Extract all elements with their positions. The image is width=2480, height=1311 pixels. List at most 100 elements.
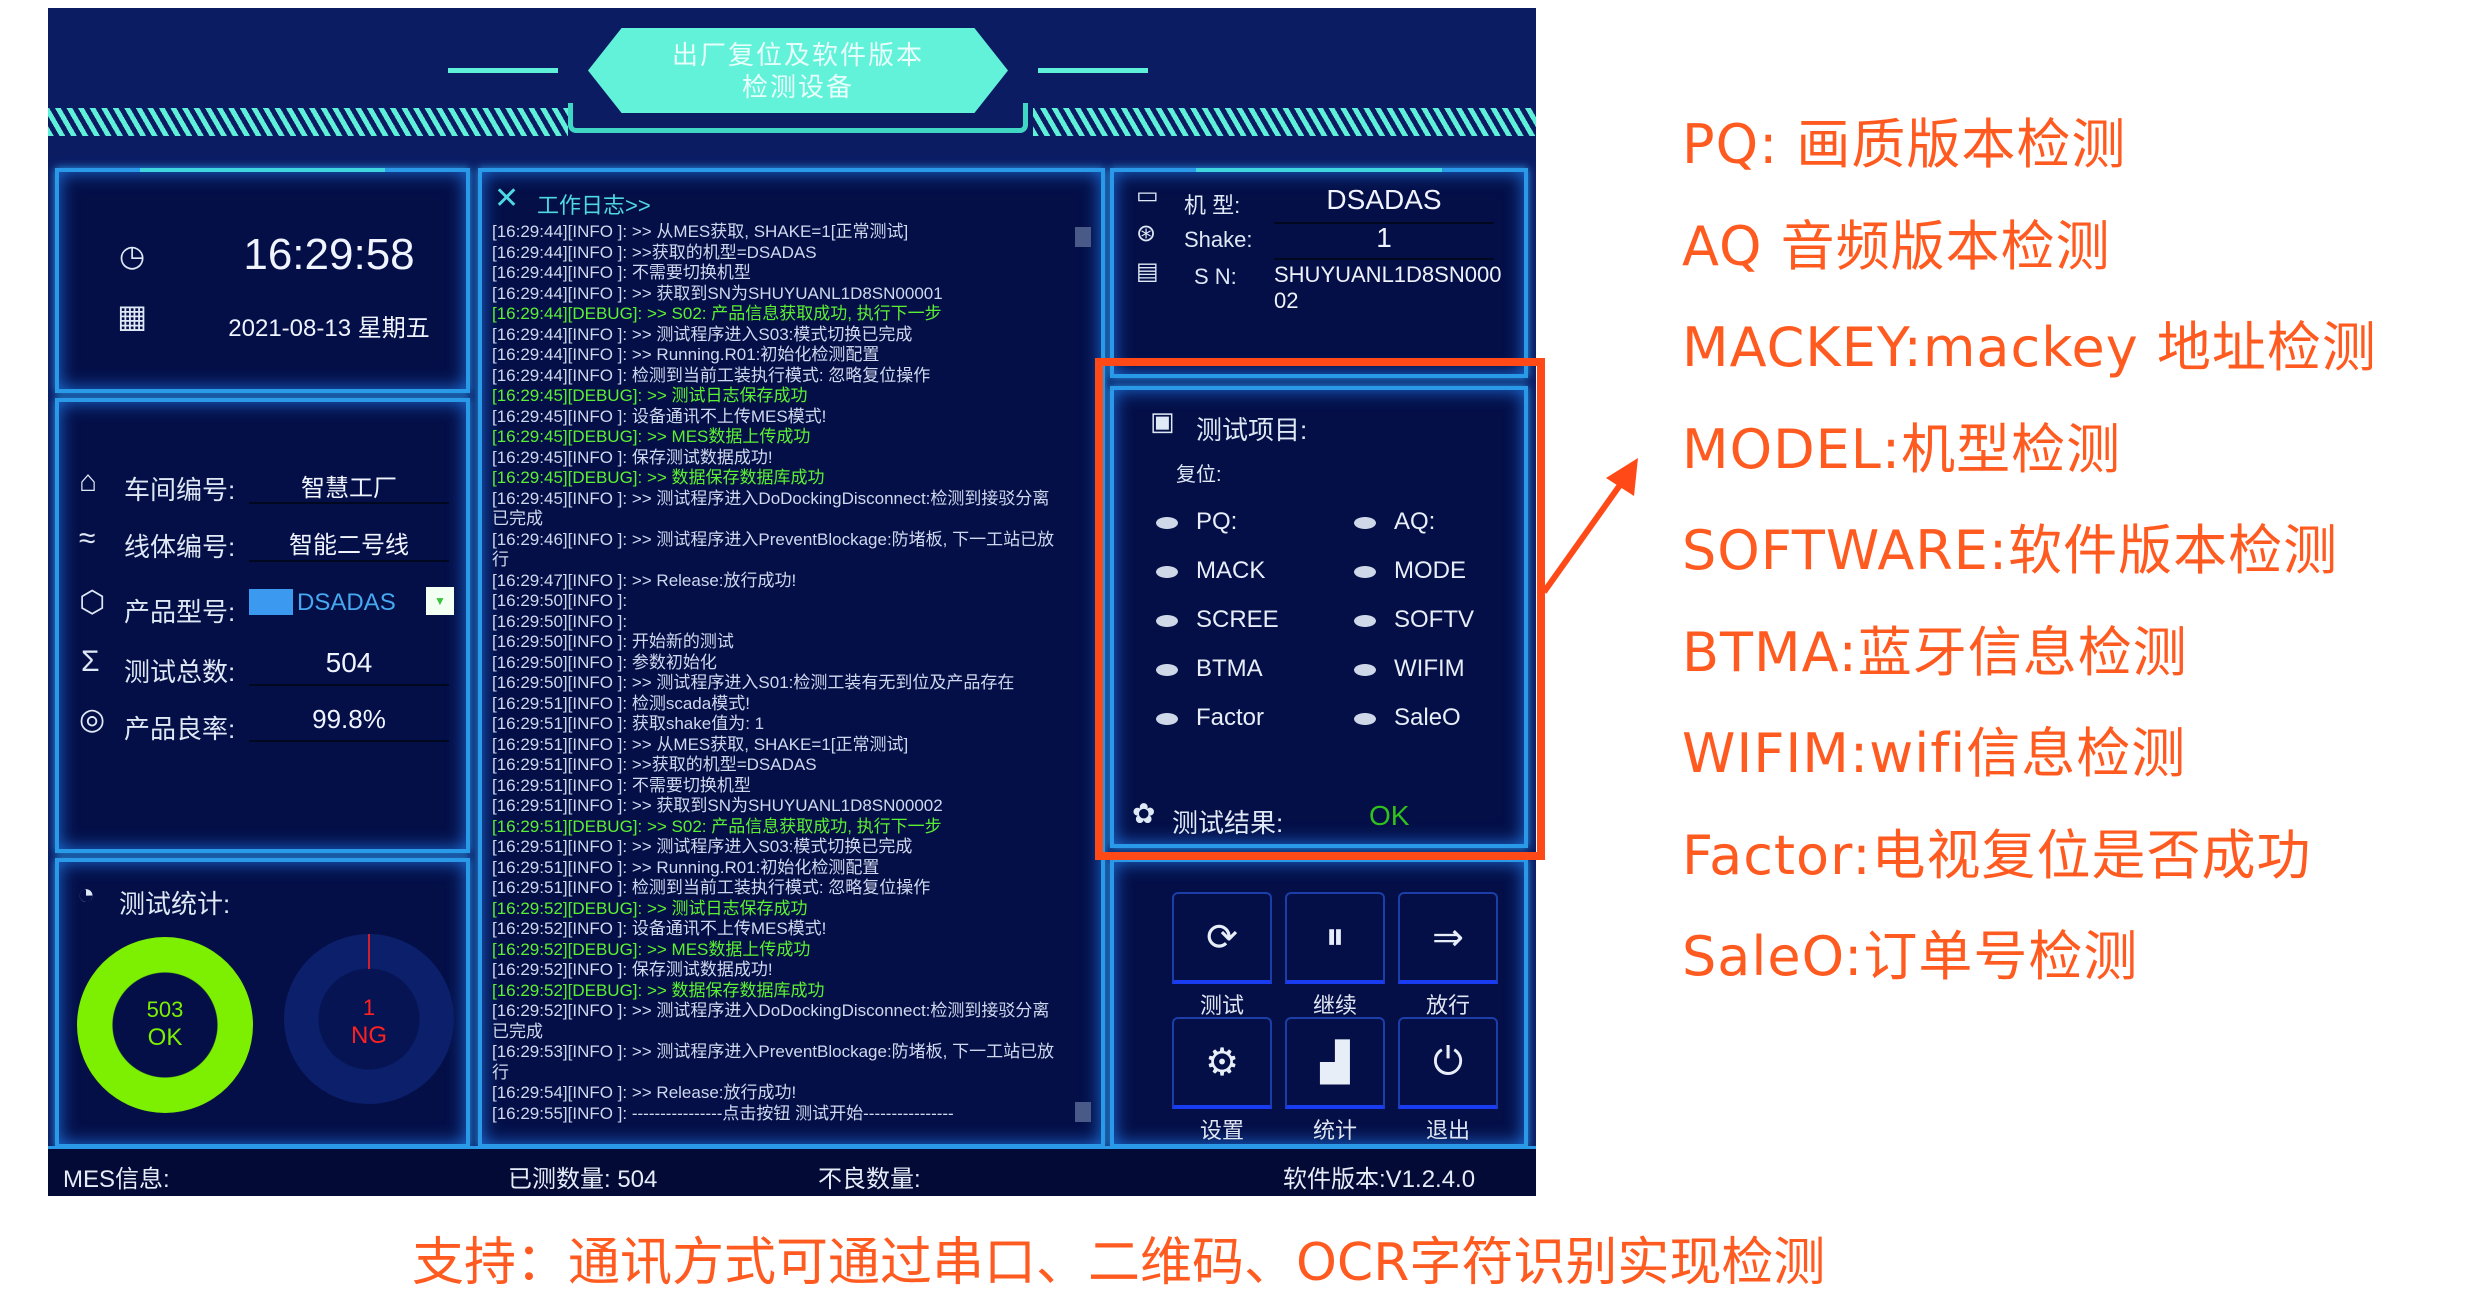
clock-date: 2021-08-13 星期五 bbox=[228, 315, 430, 342]
software-version: 软件版本:V1.2.4.0 bbox=[1283, 1166, 1476, 1193]
eye-icon[interactable] bbox=[1156, 712, 1178, 725]
yield-value: 99.8% bbox=[312, 704, 386, 734]
workshop-label: 车间编号: bbox=[124, 475, 236, 505]
arrow-icon bbox=[1541, 458, 1638, 594]
test-item[interactable]: PQ: bbox=[1156, 508, 1237, 536]
ng-count: 1 bbox=[362, 995, 376, 1020]
line-value: 智能二号线 bbox=[289, 532, 409, 559]
clock-icon: ◷ bbox=[119, 240, 146, 273]
ok-count: 503 bbox=[146, 997, 184, 1022]
model-label: 机 型: bbox=[1184, 193, 1241, 218]
log-list[interactable]: [16:29:44][INFO ]: >> 从MES获取, SHAKE=1[正常… bbox=[492, 222, 1061, 1124]
clock-time: 16:29:58 bbox=[243, 230, 415, 279]
shake-value: 1 bbox=[1376, 222, 1392, 253]
log-line: [16:29:47][INFO ]: >> Release:放行成功! bbox=[492, 570, 797, 590]
workshop-icon: ⌂ bbox=[79, 465, 98, 498]
log-line: [16:29:44][INFO ]: >> 测试程序进入S03:模式切换已完成 bbox=[492, 324, 913, 344]
test-item[interactable]: BTMA bbox=[1156, 655, 1263, 683]
play-circle-icon: ⟳ bbox=[1206, 916, 1238, 959]
ng-ring-fill bbox=[368, 934, 370, 969]
test-item[interactable]: Factor bbox=[1156, 704, 1264, 732]
tested-count: 已测数量: 504 bbox=[508, 1166, 658, 1193]
eye-icon[interactable] bbox=[1156, 516, 1178, 529]
total-value: 504 bbox=[325, 647, 373, 678]
scrollbar-up[interactable] bbox=[1075, 227, 1091, 247]
test-item[interactable]: SCREE bbox=[1156, 606, 1279, 634]
shake-icon: ⊛ bbox=[1136, 220, 1157, 247]
pause-circle-icon: ⏸ bbox=[1325, 915, 1345, 958]
eye-icon[interactable] bbox=[1354, 614, 1376, 627]
log-line: [16:29:52][INFO ]: >> 测试程序进入DoDockingDis… bbox=[492, 1001, 1050, 1041]
sn-label: S N: bbox=[1194, 264, 1237, 289]
ok-label: OK bbox=[147, 1024, 183, 1051]
clock-panel: ◷ 16:29:58 ▦ 2021-08-13 星期五 bbox=[55, 168, 470, 393]
scrollbar-down[interactable] bbox=[1075, 1102, 1091, 1122]
log-line: [16:29:51][DEBUG]: >> S02: 产品信息获取成功, 执行下… bbox=[492, 816, 942, 836]
test-item[interactable]: MACK bbox=[1156, 557, 1265, 585]
yield-label: 产品良率: bbox=[124, 714, 236, 744]
caption: 支持：通讯方式可通过串口、二维码、OCR字符识别实现检测 bbox=[412, 1233, 1826, 1293]
eye-icon[interactable] bbox=[1354, 565, 1376, 578]
button-play-circle[interactable]: ⟳ bbox=[1172, 892, 1272, 984]
button-label: 退出 bbox=[1425, 1118, 1470, 1143]
ng-label: NG bbox=[351, 1022, 387, 1049]
title-line-1: 出厂复位及软件版本 bbox=[671, 39, 924, 70]
defect-count: 不良数量: bbox=[818, 1166, 921, 1193]
calendar-icon: ▦ bbox=[117, 298, 148, 334]
test-item[interactable]: SOFTV bbox=[1354, 606, 1474, 634]
bar-chart-icon: ▟ bbox=[1320, 1041, 1350, 1084]
eye-icon[interactable] bbox=[1156, 663, 1178, 676]
log-line: [16:29:51][INFO ]: >> 获取到SN为SHUYUANL1D8S… bbox=[492, 796, 943, 815]
test-items-panel: ▣ 测试项目: 复位: PQ: AQ: MACK MODE SCREE SOFTV BTMA… bbox=[1110, 386, 1528, 848]
reset-group-label: 复位: bbox=[1176, 464, 1222, 486]
button-go-arrow[interactable]: ⇒ bbox=[1398, 892, 1498, 984]
log-line: [16:29:50][INFO ]: bbox=[492, 611, 628, 631]
dropdown-arrow-icon[interactable]: ▼ bbox=[426, 587, 454, 615]
test-item[interactable]: SaleO bbox=[1354, 704, 1461, 732]
log-line: [16:29:51][INFO ]: 检测scada模式! bbox=[492, 693, 750, 713]
button-power[interactable]: ⏻ bbox=[1398, 1017, 1498, 1109]
test-item-label: AQ: bbox=[1394, 508, 1436, 535]
test-item[interactable]: MODE bbox=[1354, 557, 1466, 585]
log-line: [16:29:54][INFO ]: >> Release:放行成功! bbox=[492, 1083, 797, 1102]
eye-icon[interactable] bbox=[1354, 712, 1376, 725]
log-line: [16:29:51][INFO ]: 获取shake值为: 1 bbox=[492, 714, 765, 733]
test-item-label: BTMA bbox=[1196, 655, 1263, 682]
result-label: 测试结果: bbox=[1172, 808, 1284, 838]
line-info-panel: ⌂ 车间编号: 智慧工厂 ≈ 线体编号: 智能二号线 ⬡ 产品型号: DSADA… bbox=[55, 398, 470, 853]
log-line: [16:29:44][DEBUG]: >> S02: 产品信息获取成功, 执行下… bbox=[492, 304, 942, 323]
header-stripe-right bbox=[1033, 108, 1536, 136]
product-model-select[interactable]: DSADAS ▼ bbox=[249, 587, 454, 617]
header-wing-right bbox=[1038, 68, 1148, 82]
title-line-2: 检测设备 bbox=[741, 71, 854, 102]
device-info-panel: ▭ 机 型: DSADAS ⊛ Shake: 1 ▤ S N: SHUYUANL… bbox=[1110, 168, 1528, 378]
product-box-icon: ⬡ bbox=[79, 586, 106, 619]
sn-value: SHUYUANL1D8SN00002 bbox=[1274, 262, 1502, 313]
go-arrow-icon: ⇒ bbox=[1432, 916, 1464, 959]
result-value: OK bbox=[1369, 800, 1410, 831]
tools-icon: ✕ bbox=[494, 182, 520, 215]
log-line: [16:29:52][INFO ]: 设备通讯不上传MES模式! bbox=[492, 919, 827, 938]
button-bar-chart[interactable]: ▟ bbox=[1285, 1017, 1385, 1109]
checklist-icon: ▣ bbox=[1150, 406, 1175, 436]
test-item[interactable]: AQ: bbox=[1354, 508, 1435, 536]
log-line: [16:29:53][INFO ]: >> 测试程序进入PreventBlock… bbox=[492, 1042, 1055, 1082]
log-line: [16:29:50][INFO ]: 开始新的测试 bbox=[492, 632, 734, 651]
button-gear[interactable]: ⚙ bbox=[1172, 1017, 1272, 1109]
annotation-line: MACKEY:mackey 地址检测 bbox=[1682, 316, 2377, 379]
eye-icon[interactable] bbox=[1156, 565, 1178, 578]
tv-icon: ▭ bbox=[1136, 182, 1159, 209]
log-line: [16:29:51][INFO ]: >>获取的机型=DSADAS bbox=[492, 755, 817, 774]
log-line: [16:29:45][DEBUG]: >> 数据保存数据库成功 bbox=[492, 468, 825, 487]
test-item[interactable]: WIFIM bbox=[1354, 655, 1465, 683]
eye-icon[interactable] bbox=[1354, 516, 1376, 529]
log-line: [16:29:46][INFO ]: >> 测试程序进入PreventBlock… bbox=[492, 529, 1055, 570]
eye-icon[interactable] bbox=[1156, 614, 1178, 627]
product-swatch bbox=[249, 589, 293, 615]
log-line: [16:29:51][INFO ]: 不需要切换机型 bbox=[492, 775, 751, 795]
log-line: [16:29:44][INFO ]: >> Running.R01:初始化检测配… bbox=[492, 345, 880, 364]
log-line: [16:29:52][DEBUG]: >> 数据保存数据库成功 bbox=[492, 980, 825, 1000]
button-pause-circle[interactable]: ⏸ bbox=[1285, 892, 1385, 984]
log-line: [16:29:45][DEBUG]: >> MES数据上传成功 bbox=[492, 427, 811, 446]
eye-icon[interactable] bbox=[1354, 663, 1376, 676]
